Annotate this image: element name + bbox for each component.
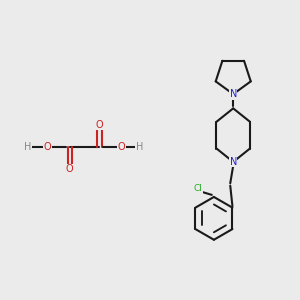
Text: N: N: [230, 89, 237, 99]
Text: O: O: [118, 142, 126, 152]
Text: H: H: [25, 142, 32, 152]
Text: O: O: [66, 164, 74, 174]
Text: Cl: Cl: [193, 184, 202, 193]
Text: N: N: [230, 157, 237, 167]
Text: O: O: [44, 142, 51, 152]
Text: O: O: [96, 120, 103, 130]
Text: H: H: [136, 142, 143, 152]
